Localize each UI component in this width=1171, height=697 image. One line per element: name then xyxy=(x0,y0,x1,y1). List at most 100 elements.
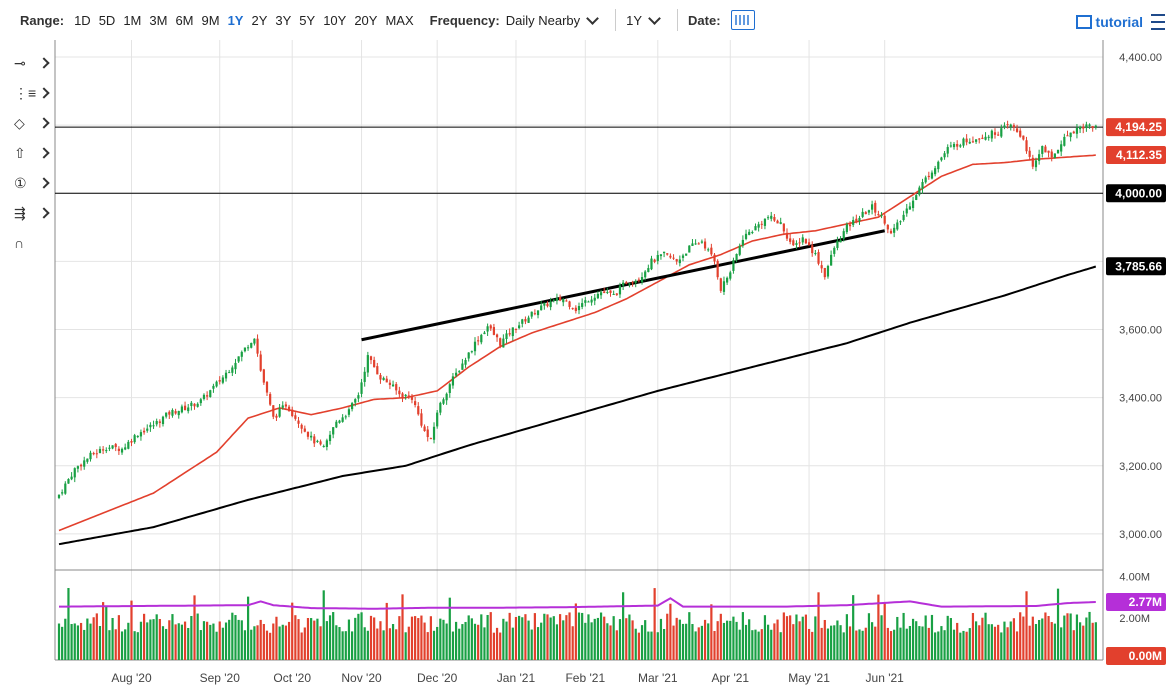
candle-body xyxy=(826,265,830,277)
price-tick-label: 4,000.00 xyxy=(1119,188,1162,200)
volume-bar xyxy=(76,625,80,660)
volume-bar xyxy=(558,614,562,660)
range-5d[interactable]: 5D xyxy=(98,12,116,28)
volume-bar xyxy=(615,630,618,660)
volume-bar xyxy=(297,619,300,660)
candle-body xyxy=(612,293,615,295)
time-tick-label: Oct '20 xyxy=(273,671,311,685)
candle-body xyxy=(713,254,716,262)
volume-bar xyxy=(811,631,814,660)
candle-body xyxy=(376,366,379,375)
candle-body xyxy=(524,319,527,322)
candle-body xyxy=(83,460,86,467)
volume-bar xyxy=(883,602,886,660)
candle-body xyxy=(89,452,92,460)
price-tick-label: 4,200.00 xyxy=(1119,120,1162,132)
range-9m[interactable]: 9M xyxy=(201,12,220,28)
volume-bar xyxy=(603,616,606,660)
volume-bar xyxy=(256,625,259,660)
label-tool-button[interactable]: ① xyxy=(14,175,50,197)
range-buttons: 1D 5D 1M 3M 6M 9M 1Y 2Y 3Y 5Y 10Y 20Y MAX xyxy=(70,13,418,28)
range-1d[interactable]: 1D xyxy=(74,12,91,28)
volume-bar xyxy=(467,615,470,660)
volume-bar xyxy=(918,626,921,660)
volume-bar xyxy=(1012,618,1016,660)
volume-bar xyxy=(1028,625,1031,660)
volume-bar xyxy=(893,629,896,660)
candle-body xyxy=(820,265,823,269)
line-tool-button[interactable]: ⊸ xyxy=(14,55,50,77)
volume-bar xyxy=(546,614,549,660)
tutorial-button[interactable]: tutorial xyxy=(1075,14,1143,30)
volume-bar xyxy=(741,612,744,660)
volume-bar xyxy=(489,612,492,660)
candle-body xyxy=(716,260,719,278)
range-1m[interactable]: 1M xyxy=(123,12,142,28)
candle-body xyxy=(927,175,930,178)
menu-icon[interactable] xyxy=(1151,14,1165,30)
shape-tool-button[interactable]: ◇ xyxy=(14,115,50,137)
candle-body xyxy=(341,417,344,422)
candle-body xyxy=(669,255,672,258)
volume-bar xyxy=(1006,627,1009,660)
volume-bar xyxy=(149,619,152,660)
magnet-button[interactable]: ∩ xyxy=(14,235,50,257)
range-20y[interactable]: 20Y xyxy=(354,12,378,28)
candle-body xyxy=(921,182,924,189)
chevron-down-icon[interactable] xyxy=(586,11,600,25)
volume-bar xyxy=(158,619,161,660)
calendar-icon[interactable] xyxy=(730,10,755,30)
volume-bar xyxy=(190,615,193,660)
candle-body xyxy=(61,492,64,494)
range-2y[interactable]: 2Y xyxy=(251,12,268,28)
avg-volume-line xyxy=(59,597,1096,610)
volume-bar xyxy=(514,616,518,660)
volume-bar xyxy=(385,602,388,660)
candle-body xyxy=(477,340,480,342)
range-10y[interactable]: 10Y xyxy=(323,12,347,28)
volume-bar xyxy=(98,626,102,660)
volume-bar xyxy=(1053,623,1056,660)
frequency-select[interactable]: Daily Nearby xyxy=(505,12,581,28)
candle-body xyxy=(1006,124,1009,126)
volume-bar xyxy=(703,619,707,660)
volume-bar xyxy=(495,627,499,660)
candle-body xyxy=(354,399,357,403)
volume-bar xyxy=(136,632,139,660)
range-max[interactable]: MAX xyxy=(385,12,414,28)
time-tick-label: Mar '21 xyxy=(638,671,678,685)
volume-bar xyxy=(259,619,262,660)
range-3m[interactable]: 3M xyxy=(149,12,168,28)
volume-bar xyxy=(388,628,392,660)
candle-body xyxy=(250,342,253,348)
candle-body xyxy=(108,447,111,449)
period-select[interactable]: 1Y xyxy=(626,12,643,28)
fib-tool-button[interactable]: ⋮≡ xyxy=(14,85,50,107)
candle-body xyxy=(146,428,149,431)
arrow-tool-button[interactable]: ⇧ xyxy=(14,145,50,167)
candle-body xyxy=(95,453,98,455)
range-1y[interactable]: 1Y xyxy=(227,12,244,28)
volume-bar xyxy=(981,617,984,660)
range-5y[interactable]: 5Y xyxy=(299,12,316,28)
volume-bar xyxy=(306,618,310,660)
candle-body xyxy=(653,259,656,262)
candle-body xyxy=(590,299,593,303)
candle-body xyxy=(965,138,968,143)
range-6m[interactable]: 6M xyxy=(175,12,194,28)
volume-bar xyxy=(1060,627,1063,660)
volume-bar xyxy=(735,621,738,660)
candle-body xyxy=(505,333,508,340)
candle-body xyxy=(571,308,574,310)
candle-body xyxy=(502,338,505,348)
chevron-down-icon[interactable] xyxy=(648,11,661,25)
range-3y[interactable]: 3Y xyxy=(275,12,292,28)
volume-bar xyxy=(492,632,496,660)
candle-body xyxy=(956,144,959,147)
pattern-tool-button[interactable]: ⇶ xyxy=(14,205,50,227)
candle-body xyxy=(543,302,546,306)
candle-body xyxy=(454,372,458,376)
candle-body xyxy=(877,214,880,216)
volume-bar xyxy=(480,614,483,660)
